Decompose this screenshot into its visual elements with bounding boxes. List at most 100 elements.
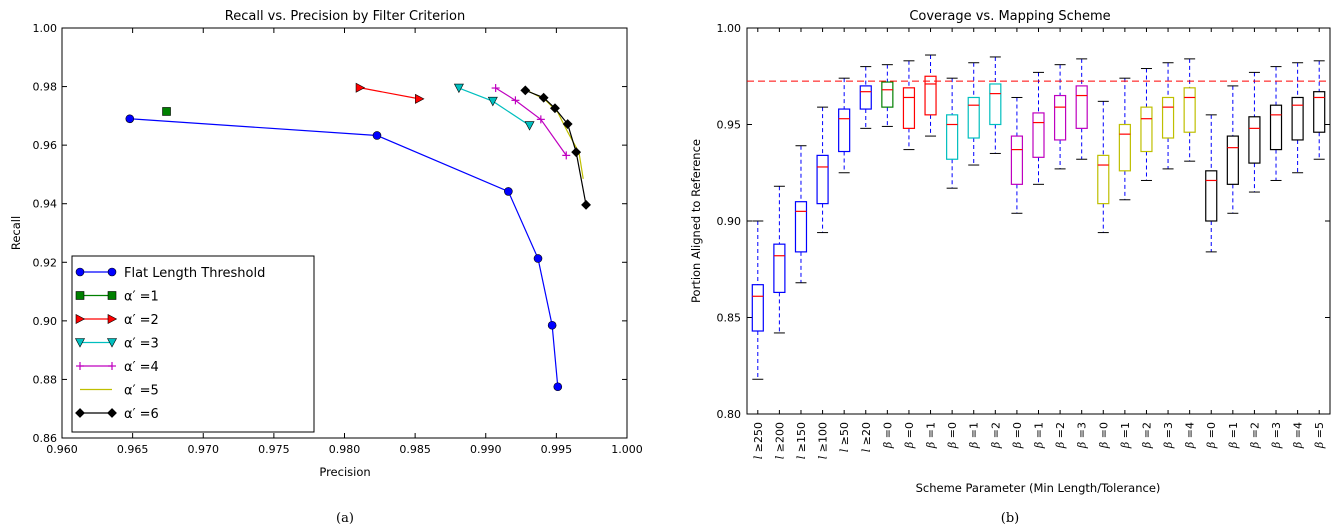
category-label: β =1 bbox=[968, 422, 981, 449]
series-2 bbox=[355, 82, 425, 104]
data-point bbox=[491, 84, 500, 93]
data-point bbox=[511, 96, 520, 105]
category-label: β =1 bbox=[1227, 422, 1240, 449]
x-tick-label: 0.975 bbox=[258, 443, 290, 456]
y-tick-label: 0.95 bbox=[717, 119, 742, 132]
box-iqr bbox=[751, 284, 764, 332]
y-tick-label: 0.92 bbox=[33, 256, 58, 269]
box-iqr bbox=[1010, 135, 1024, 185]
box-iqr bbox=[1053, 94, 1067, 141]
box-13 bbox=[1032, 71, 1045, 185]
legend-label: Flat Length Threshold bbox=[124, 266, 265, 281]
legend-marker bbox=[107, 314, 118, 324]
box-20 bbox=[1183, 58, 1196, 162]
legend-marker bbox=[75, 314, 86, 324]
box-22 bbox=[1226, 85, 1239, 214]
category-label: β =0 bbox=[1097, 422, 1110, 449]
box-23 bbox=[1248, 71, 1261, 193]
data-point bbox=[581, 199, 591, 210]
data-point bbox=[162, 107, 171, 116]
chart-a-legend: Flat Length Threshold α′ =1 α′ =2 α′ =3 α′ =… bbox=[71, 255, 315, 433]
legend-label: α′ =1 bbox=[124, 290, 159, 305]
category-label: β =5 bbox=[1313, 422, 1326, 449]
box-24 bbox=[1269, 66, 1283, 181]
box-iqr bbox=[902, 87, 916, 129]
box-11 bbox=[989, 56, 1002, 154]
box-16 bbox=[1097, 100, 1110, 234]
box-25 bbox=[1291, 62, 1304, 174]
legend-entry: α′ =1 bbox=[75, 290, 159, 305]
category-label: β =3 bbox=[1162, 422, 1175, 449]
chart-b-xlabel: Scheme Parameter (Min Length/Tolerance) bbox=[916, 481, 1161, 495]
data-point bbox=[504, 187, 513, 196]
category-label: β =2 bbox=[1248, 422, 1261, 449]
box-iqr bbox=[773, 243, 786, 294]
data-point bbox=[550, 103, 560, 114]
box-iqr bbox=[1097, 154, 1110, 205]
series-6 bbox=[520, 85, 591, 210]
category-label: β =0 bbox=[903, 422, 916, 449]
box-iqr bbox=[1205, 170, 1218, 222]
data-point bbox=[372, 131, 382, 140]
y-tick-label: 0.98 bbox=[33, 81, 58, 94]
series-0 bbox=[125, 114, 563, 392]
series-3 bbox=[453, 83, 535, 131]
box-iqr bbox=[989, 83, 1002, 126]
box-iqr bbox=[967, 96, 980, 139]
data-point bbox=[415, 93, 425, 104]
box-10 bbox=[967, 62, 980, 166]
box-iqr bbox=[881, 81, 894, 108]
category-label: β =0 bbox=[881, 422, 894, 449]
box-3 bbox=[816, 106, 829, 234]
data-point bbox=[125, 114, 135, 124]
box-0 bbox=[751, 220, 764, 380]
series-line bbox=[129, 118, 559, 387]
legend-box bbox=[71, 255, 315, 433]
box-iqr bbox=[1183, 87, 1196, 133]
box-iqr bbox=[859, 85, 872, 110]
y-tick-label: 0.96 bbox=[33, 139, 58, 152]
chart-a-xlabel: Precision bbox=[319, 465, 370, 479]
legend-marker bbox=[75, 291, 85, 300]
box-iqr bbox=[1313, 91, 1326, 133]
legend-entry: Flat Length Threshold bbox=[75, 266, 265, 281]
category-label: β =1 bbox=[1033, 422, 1046, 449]
x-tick-label: 0.980 bbox=[329, 443, 361, 456]
box-1 bbox=[773, 185, 786, 334]
box-26 bbox=[1313, 60, 1326, 160]
category-label: β =1 bbox=[1119, 422, 1132, 449]
data-point bbox=[533, 254, 543, 263]
category-label: β =2 bbox=[1054, 422, 1067, 449]
legend-marker bbox=[107, 338, 117, 348]
box-iqr bbox=[816, 154, 829, 205]
box-21 bbox=[1205, 114, 1218, 253]
box-14 bbox=[1053, 64, 1067, 170]
box-iqr bbox=[946, 114, 959, 160]
legend-entry: α′ =5 bbox=[80, 384, 159, 399]
data-point bbox=[547, 320, 557, 330]
x-tick-label: 0.985 bbox=[399, 443, 431, 456]
y-tick-label: 0.80 bbox=[717, 408, 742, 421]
legend-marker bbox=[75, 338, 85, 348]
x-tick-label: 1.000 bbox=[611, 443, 643, 456]
y-tick-label: 0.90 bbox=[33, 315, 58, 328]
box-7 bbox=[902, 60, 916, 151]
x-tick-label: 0.990 bbox=[470, 443, 502, 456]
y-tick-label: 0.90 bbox=[717, 215, 742, 228]
legend-marker bbox=[76, 362, 84, 370]
series-line bbox=[359, 87, 420, 100]
series-4 bbox=[491, 84, 571, 160]
box-iqr bbox=[838, 108, 851, 153]
legend-entry: α′ =4 bbox=[76, 360, 159, 375]
box-iqr bbox=[794, 201, 808, 253]
legend-marker bbox=[75, 267, 85, 277]
x-tick-label: 0.970 bbox=[188, 443, 220, 456]
legend-marker bbox=[107, 408, 117, 418]
box-iqr bbox=[1248, 116, 1261, 164]
chart-b-ticks: 0.80 0.85 0.90 0.95 1.00 bbox=[717, 22, 1330, 421]
box-15 bbox=[1075, 58, 1088, 160]
category-label: l ≥20 bbox=[860, 422, 873, 452]
recall-precision-chart: Recall vs. Precision by Filter Criterion… bbox=[9, 9, 643, 479]
box-8 bbox=[924, 54, 937, 137]
